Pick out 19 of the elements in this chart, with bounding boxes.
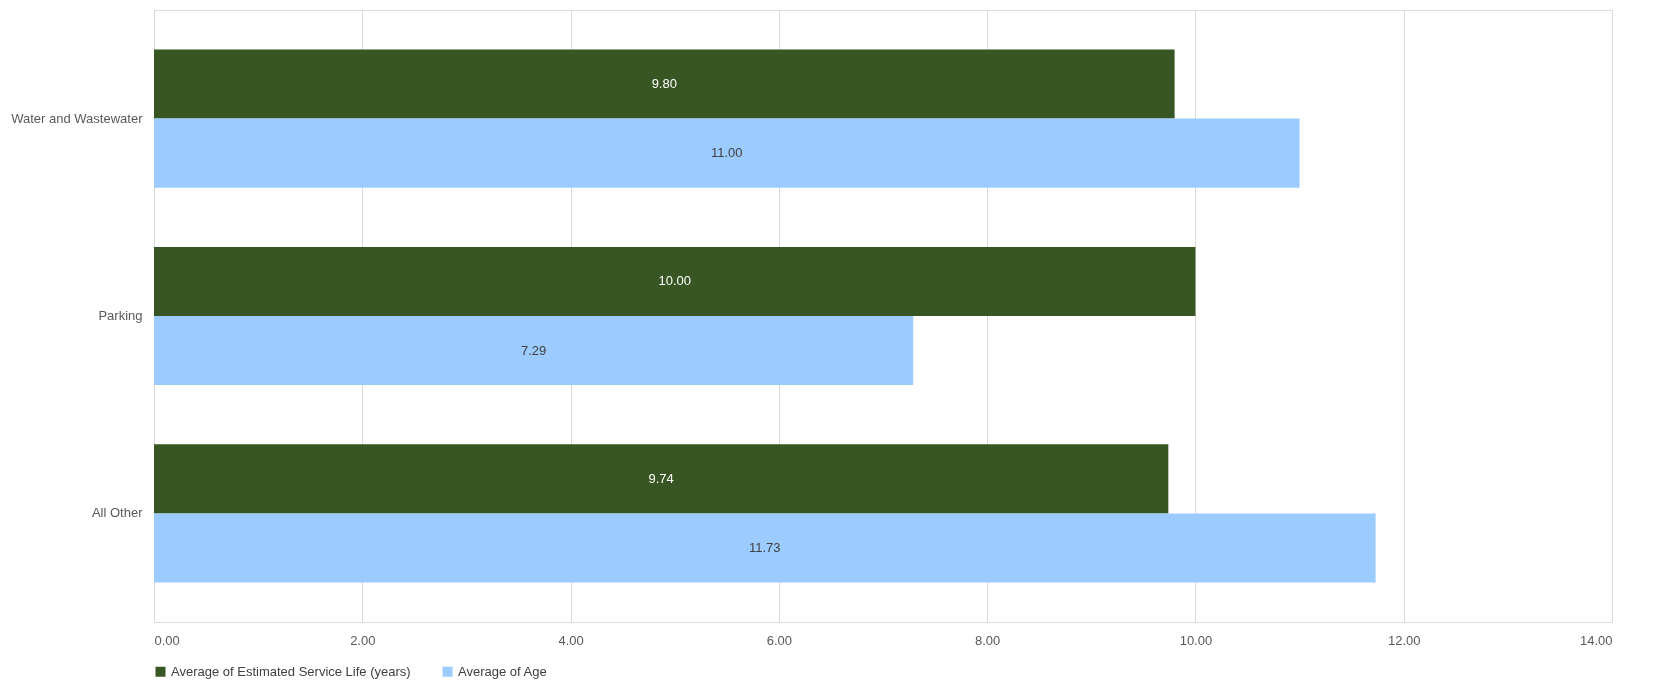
x-tick-label: 2.00 <box>350 632 376 648</box>
x-tick-label: 4.00 <box>558 632 584 648</box>
legend-label: Average of Age <box>458 663 547 679</box>
y-tick-label: Water and Wastewater <box>11 110 144 126</box>
data-label: 10.00 <box>658 273 691 289</box>
x-tick-label: 10.00 <box>1179 632 1213 648</box>
data-label: 11.00 <box>711 145 743 161</box>
y-tick-label: Parking <box>98 308 143 323</box>
y-tick-label: All Other <box>91 505 144 521</box>
legend-label: Average of Estimated Service Life (years) <box>171 663 411 679</box>
data-label: 7.29 <box>520 342 547 358</box>
x-tick-label: 6.00 <box>766 632 793 648</box>
x-tick-label: 14.00 <box>1579 632 1613 648</box>
x-tick-label: 0.00 <box>154 632 180 648</box>
data-label: 9.74 <box>648 470 674 486</box>
data-label: 11.73 <box>749 539 781 555</box>
x-tick-label: 12.00 <box>1387 632 1421 648</box>
data-label: 9.80 <box>651 76 677 92</box>
x-tick-label: 8.00 <box>974 632 1001 648</box>
